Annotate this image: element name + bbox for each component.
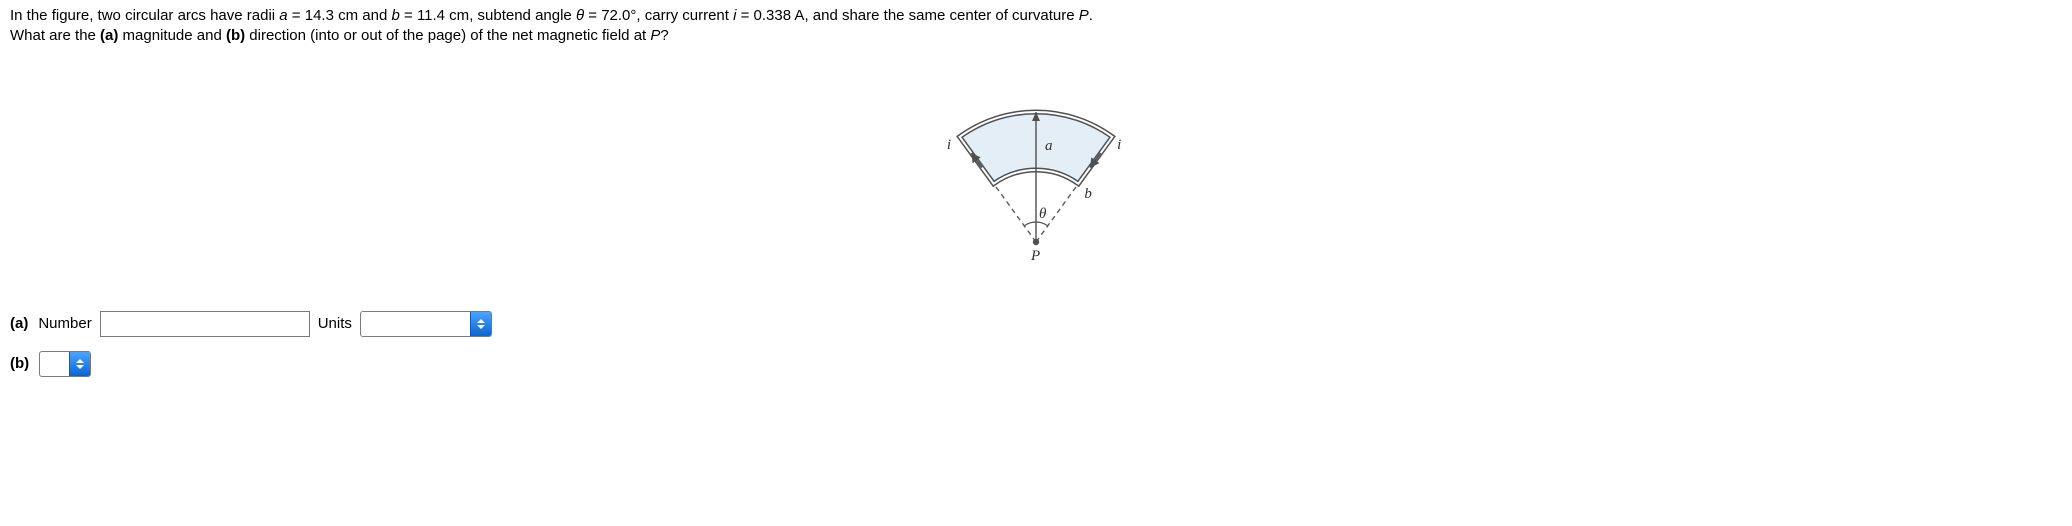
- answer-row-a: (a) Number Units: [10, 311, 2062, 337]
- svg-text:P: P: [1030, 248, 1040, 264]
- text: , and share the same center of curvature: [804, 7, 1078, 24]
- units-select-a[interactable]: [360, 311, 492, 337]
- val-a: 14.3 cm: [305, 7, 358, 24]
- text: , subtend angle: [469, 7, 576, 24]
- val-b: 11.4 cm: [417, 7, 469, 24]
- text: magnitude and: [118, 27, 226, 44]
- text: direction (into or out of the page) of t…: [245, 27, 650, 44]
- svg-text:b: b: [1084, 185, 1092, 201]
- text: ?: [660, 27, 668, 44]
- text: =: [288, 7, 305, 24]
- text: =: [400, 7, 417, 24]
- number-label: Number: [38, 315, 91, 332]
- chevron-updown-icon: [69, 352, 90, 376]
- text: =: [584, 7, 601, 24]
- var-a: a: [279, 7, 287, 24]
- answers-section: (a) Number Units (b): [10, 311, 2062, 377]
- var-P: P: [1079, 7, 1089, 24]
- val-theta: 72.0°: [601, 7, 636, 24]
- svg-text:a: a: [1045, 138, 1053, 154]
- answer-row-b: (b): [10, 351, 2062, 377]
- svg-text:θ: θ: [1039, 206, 1047, 222]
- part-a-tag: (a): [10, 315, 28, 332]
- part-b-tag: (b): [10, 355, 29, 372]
- part-b-label: (b): [226, 27, 245, 44]
- var-b: b: [391, 7, 399, 24]
- var-P2: P: [650, 27, 660, 44]
- direction-value-b: [40, 357, 69, 370]
- number-input-a[interactable]: [100, 311, 310, 337]
- val-i: 0.338 A: [754, 7, 805, 24]
- var-theta: θ: [576, 7, 584, 24]
- text: , carry current: [636, 7, 733, 24]
- text: =: [736, 7, 753, 24]
- text: In the figure, two circular arcs have ra…: [10, 7, 279, 24]
- units-value-a: [361, 317, 470, 330]
- text: .: [1089, 7, 1093, 24]
- units-label: Units: [318, 315, 352, 332]
- part-a-label: (a): [100, 27, 118, 44]
- direction-select-b[interactable]: [39, 351, 91, 377]
- text: and: [358, 7, 391, 24]
- svg-text:i: i: [1117, 137, 1121, 153]
- chevron-updown-icon: [470, 312, 491, 336]
- svg-text:i: i: [947, 137, 951, 153]
- figure: a b θ i i P: [10, 67, 2062, 271]
- text: What are the: [10, 27, 100, 44]
- problem-statement: In the figure, two circular arcs have ra…: [10, 6, 2062, 47]
